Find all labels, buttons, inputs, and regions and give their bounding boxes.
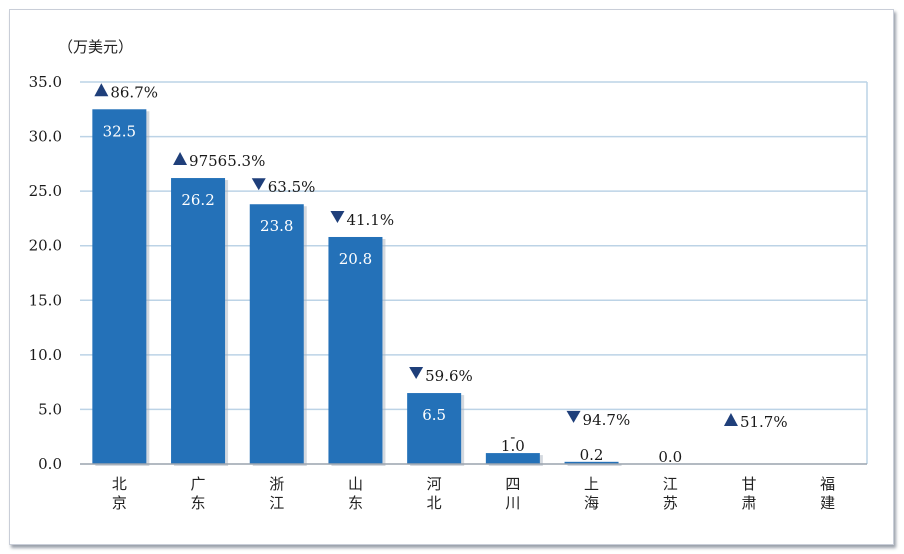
change-label: 59.6%	[425, 367, 473, 385]
y-tick-label: 5.0	[38, 400, 62, 418]
change-label: 86.7%	[110, 83, 158, 101]
x-category-char: 四	[505, 475, 520, 493]
x-category-label: 四川	[505, 475, 520, 512]
change-label: 63.5%	[268, 178, 316, 196]
down-triangle-icon	[330, 210, 345, 223]
x-category-label: 广东	[191, 475, 206, 512]
x-category-label: 山东	[348, 475, 363, 512]
y-tick-label: 25.0	[29, 182, 62, 200]
x-category-char: 北	[112, 475, 127, 493]
up-triangle-icon	[173, 152, 188, 166]
x-category-char: 山	[348, 475, 363, 493]
down-triangle-icon	[251, 178, 266, 191]
x-category-char: 广	[191, 475, 206, 493]
x-category-label: 福建	[820, 475, 835, 512]
change-label: -	[510, 428, 515, 446]
bars	[92, 109, 622, 467]
x-category-char: 东	[348, 494, 363, 512]
bar	[485, 453, 540, 464]
value-label: 1.0	[501, 437, 525, 455]
y-axis: 0.0 5.0 10.0 15.0 20.0 25.0 30.0 35.0	[29, 73, 62, 473]
value-label: 0.0	[658, 448, 682, 466]
x-category-char: 北	[427, 494, 442, 512]
change-label: 94.7%	[583, 411, 631, 429]
down-triangle-icon	[566, 410, 581, 423]
x-category-char: 上	[584, 475, 599, 493]
x-category-char: 川	[505, 494, 520, 512]
bar	[92, 109, 147, 465]
x-category-char: 江	[663, 475, 678, 493]
unit-label: （万美元）	[58, 38, 133, 56]
change-label: 41.1%	[346, 211, 394, 229]
x-category-label: 北京	[112, 475, 127, 512]
bar	[407, 393, 462, 464]
x-category-label: 甘肃	[741, 475, 756, 512]
down-triangle-icon	[409, 367, 424, 380]
bar	[171, 178, 226, 464]
y-tick-label: 20.0	[29, 237, 62, 255]
value-label: 6.5	[422, 406, 446, 424]
x-category-char: 浙	[269, 475, 284, 493]
x-category-char: 肃	[741, 494, 756, 512]
value-label: 20.8	[339, 250, 372, 268]
change-label: 51.7%	[740, 413, 788, 431]
x-category-char: 苏	[663, 494, 678, 512]
bar	[328, 236, 383, 464]
x-category-char: 福	[820, 475, 835, 493]
bar-shadow	[567, 463, 622, 466]
bar	[564, 461, 619, 464]
up-triangle-icon	[94, 83, 109, 97]
bar	[249, 204, 304, 465]
value-label: 32.5	[103, 122, 136, 140]
x-category-char: 建	[820, 494, 835, 512]
x-category-char: 东	[191, 494, 206, 512]
x-category-label: 江苏	[663, 475, 678, 512]
up-triangle-icon	[723, 413, 738, 426]
change-label: 97565.3%	[189, 152, 265, 170]
x-category-char: 甘	[741, 475, 756, 493]
x-category-char: 江	[269, 494, 284, 512]
y-tick-label: 30.0	[29, 128, 62, 146]
value-label: 23.8	[260, 217, 293, 235]
y-tick-label: 10.0	[29, 346, 62, 364]
x-category-label: 河北	[427, 475, 442, 512]
x-category-char: 河	[427, 475, 442, 493]
x-category-char: 海	[584, 494, 599, 512]
y-tick-label: 15.0	[29, 291, 62, 309]
value-label: 0.2	[580, 446, 604, 464]
value-label: 26.2	[181, 191, 214, 209]
x-category-char: 京	[112, 494, 127, 512]
data-labels: 32.5 86.7% 26.2 97565.3% 23.8 63.5% 20.8 41.1% 6…	[94, 83, 788, 466]
x-category-label: 上海	[584, 475, 599, 512]
y-tick-label: 0.0	[38, 455, 62, 473]
x-category-label: 浙江	[269, 475, 284, 512]
y-tick-label: 35.0	[29, 73, 62, 91]
